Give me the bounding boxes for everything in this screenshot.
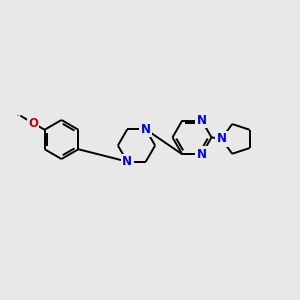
Text: methoxy: methoxy bbox=[17, 115, 24, 116]
Text: N: N bbox=[122, 155, 132, 168]
Text: N: N bbox=[197, 114, 207, 127]
Text: N: N bbox=[141, 123, 151, 136]
Text: O: O bbox=[28, 116, 38, 130]
Text: N: N bbox=[216, 132, 226, 146]
Text: N: N bbox=[197, 148, 207, 161]
